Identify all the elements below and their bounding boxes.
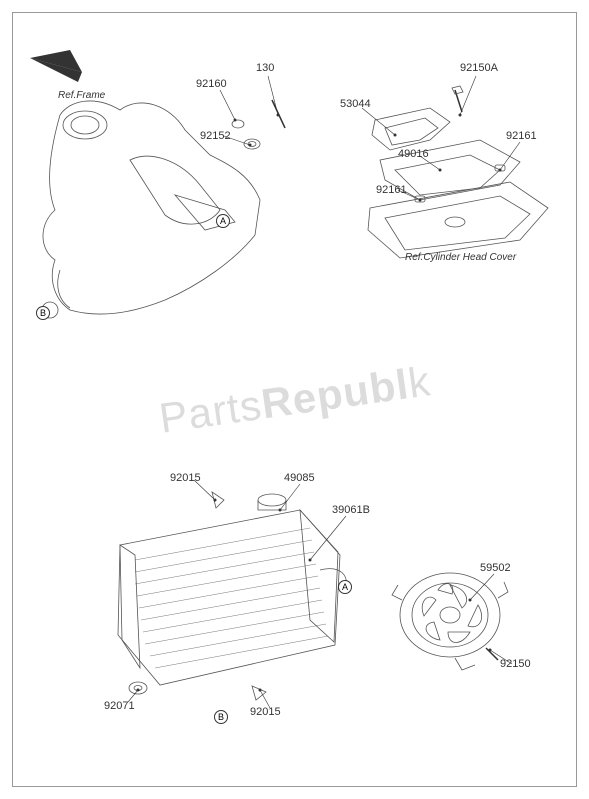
part-label-39061B: 39061B <box>332 504 370 516</box>
marker-B-3: B <box>214 710 228 724</box>
ref-frame: Ref.Frame <box>58 90 105 101</box>
part-label-53044: 53044 <box>340 98 371 110</box>
part-label-49016: 49016 <box>398 148 429 160</box>
part-label-130: 130 <box>256 62 274 74</box>
part-label-92161b: 92161 <box>376 184 407 196</box>
part-label-59502: 59502 <box>480 562 511 574</box>
ref-cyl-head: Ref.Cylinder Head Cover <box>405 252 516 263</box>
marker-A-0: A <box>216 214 230 228</box>
marker-B-1: B <box>36 306 50 320</box>
marker-A-2: A <box>338 580 352 594</box>
part-label-92071: 92071 <box>104 700 135 712</box>
diagram-frame <box>12 12 577 787</box>
part-label-92150A: 92150A <box>460 62 498 74</box>
part-label-92150: 92150 <box>500 658 531 670</box>
part-label-92015a: 92015 <box>170 472 201 484</box>
part-label-92152: 92152 <box>200 130 231 142</box>
part-label-92015b: 92015 <box>250 706 281 718</box>
part-label-92160: 92160 <box>196 78 227 90</box>
part-label-49085: 49085 <box>284 472 315 484</box>
part-label-92161a: 92161 <box>506 130 537 142</box>
